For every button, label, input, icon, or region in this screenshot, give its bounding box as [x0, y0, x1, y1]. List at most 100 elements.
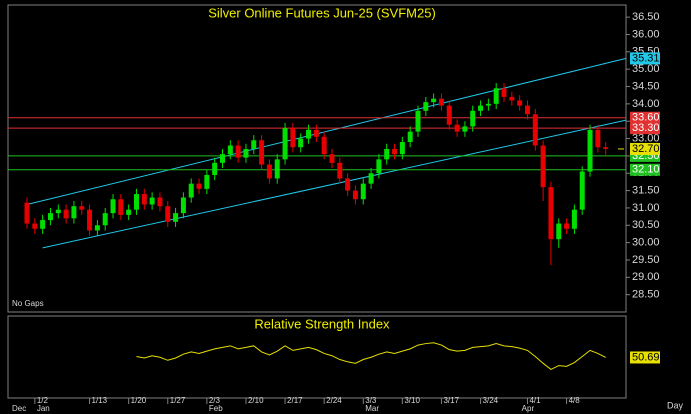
price-flag-label: 32.10	[632, 164, 660, 176]
x-tick-label: 2/17	[287, 396, 303, 405]
y-tick-label: 36.50	[632, 11, 660, 23]
candle-body	[298, 138, 304, 148]
candle-body	[79, 206, 85, 210]
x-tick-label: 1/2	[37, 396, 49, 405]
price-flag	[630, 142, 660, 155]
candle-body	[360, 183, 366, 200]
candle-body	[196, 183, 202, 189]
x-tick-label: 3/3	[365, 396, 377, 405]
candle-body	[235, 145, 241, 158]
candle-body	[290, 128, 296, 148]
month-label: Apr	[522, 404, 535, 413]
price-flag-label: 32.70	[632, 143, 660, 155]
candle-body	[212, 162, 218, 175]
candle-body	[415, 110, 421, 132]
x-tick-label: 3/17	[443, 396, 459, 405]
x-tick-label: 1/27	[170, 396, 186, 405]
candle-body	[71, 206, 77, 219]
candle-body	[337, 162, 343, 179]
price-flag	[630, 111, 660, 124]
candle-body	[501, 88, 507, 97]
candle-body	[587, 129, 593, 172]
month-label: Feb	[209, 404, 223, 413]
candle-body	[352, 190, 358, 200]
candle-body	[384, 148, 390, 160]
candle-body	[306, 129, 312, 139]
candle-body	[188, 183, 194, 198]
price-flag	[630, 52, 660, 65]
candle-body	[423, 102, 429, 111]
candle-body	[32, 223, 38, 229]
x-tick-label: 1/20	[131, 396, 147, 405]
candle-body	[126, 209, 132, 215]
candle-body	[141, 194, 147, 205]
candle-body	[63, 209, 69, 219]
candle-body	[603, 147, 609, 149]
note: No Gaps	[12, 299, 44, 308]
x-tick-label: 1/13	[92, 396, 108, 405]
price-panel	[7, 4, 627, 313]
trendline	[26, 57, 627, 205]
candle-body	[321, 136, 327, 155]
candle-body	[564, 223, 570, 229]
price-flag-label: 33.60	[632, 112, 660, 124]
candle-body	[243, 148, 249, 158]
candle-body	[407, 131, 413, 143]
candle-body	[47, 213, 53, 221]
x-tick-label: 2/24	[326, 396, 342, 405]
x-tick-label: 4/8	[569, 396, 581, 405]
trendline	[42, 119, 627, 249]
candle-body	[478, 105, 484, 111]
rsi-line	[136, 342, 606, 370]
month-label: Dec	[12, 404, 26, 413]
candle-body	[24, 202, 30, 224]
candle-body	[462, 126, 468, 132]
candle-body	[493, 88, 499, 104]
y-tick-label: 29.50	[632, 254, 660, 266]
candle-body	[329, 154, 335, 163]
candle-body	[274, 159, 280, 179]
candle-body	[173, 213, 179, 222]
rsi-panel	[7, 315, 627, 399]
y-tick-label: 35.00	[632, 63, 660, 75]
candle-body	[485, 103, 491, 106]
candle-body	[220, 154, 225, 163]
candle-body	[595, 129, 601, 148]
candle-body	[180, 197, 186, 214]
candle-body	[454, 124, 460, 132]
candle-body	[345, 178, 351, 191]
candle-body	[110, 199, 116, 214]
y-tick-label: 33.00	[632, 132, 660, 144]
candle-body	[266, 164, 272, 179]
candle-body	[438, 98, 444, 106]
candle-body	[579, 171, 585, 210]
candle-body	[313, 129, 319, 137]
x-tick-label: 3/24	[483, 396, 499, 405]
candle-body	[165, 206, 171, 222]
candle-body	[368, 173, 374, 184]
price-flag-label: 35.31	[632, 52, 660, 64]
rsi-flag	[630, 351, 660, 364]
candle-body	[556, 223, 562, 240]
y-tick-label: 28.50	[632, 289, 660, 301]
candle-body	[446, 105, 452, 125]
price-flag-label: 33.30	[632, 122, 660, 134]
candle-body	[204, 174, 210, 189]
x-tick-label: 3/10	[404, 396, 420, 405]
candle-body	[40, 220, 46, 229]
candle-body	[532, 114, 538, 146]
candle-body	[251, 140, 257, 149]
y-tick-label: 30.00	[632, 237, 660, 249]
candle-body	[133, 194, 139, 210]
candle-body	[149, 197, 155, 205]
candle-body	[571, 209, 577, 229]
month-label: Mar	[365, 404, 379, 413]
candle-body	[376, 159, 382, 174]
rsi-title: Relative Strength Index	[254, 316, 390, 331]
chart-title: Silver Online Futures Jun-25 (SVFM25)	[208, 5, 436, 20]
candle-body	[259, 140, 265, 165]
x-tick-label: 4/1	[529, 396, 541, 405]
candle-body	[227, 145, 233, 155]
candle-body	[431, 98, 437, 103]
